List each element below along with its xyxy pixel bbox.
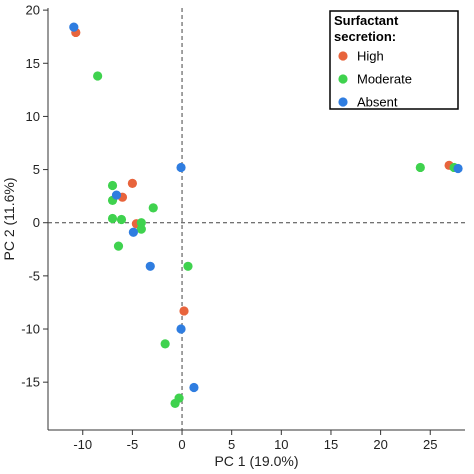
legend-title: Surfactant [334,13,399,28]
x-tick-label: 15 [324,437,338,452]
x-tick-label: 5 [228,437,235,452]
y-axis-label: PC 2 (11.6%) [1,178,17,261]
point-moderate [415,162,425,173]
point-high [179,306,189,316]
point-moderate [107,213,118,224]
x-tick-label: 20 [373,437,387,452]
point-moderate [116,214,127,225]
legend-label-moderate: Moderate [357,72,412,87]
y-tick-label: 5 [33,162,40,177]
point-moderate [170,398,180,409]
x-tick-label: 25 [423,437,437,452]
y-tick-label: -15 [21,375,40,390]
legend-label-high: High [357,49,384,64]
y-tick-label: 10 [26,109,40,124]
point-absent [453,163,463,174]
point-moderate [136,224,146,234]
data-points [69,22,463,409]
legend-marker-absent [338,97,348,107]
x-axis-label: PC 1 (19.0%) [214,453,298,469]
y-tick-label: 20 [26,3,40,18]
point-moderate [160,339,170,349]
point-absent [111,190,122,200]
legend-title: secretion: [334,29,396,44]
legend-label-absent: Absent [357,95,398,110]
y-tick-label: 15 [26,56,40,71]
legend-box [329,10,459,110]
point-moderate [183,261,193,271]
legend-marker-high [338,51,348,61]
x-tick-label: 0 [178,437,185,452]
point-absent [189,382,199,393]
point-absent [176,162,186,173]
y-tick-label: -5 [28,268,40,283]
reference-lines [48,8,465,430]
x-tick-label: -10 [73,437,92,452]
point-moderate [107,180,118,191]
axes: -10 -5 0 5 10 15 20 25 -15 -10 -5 0 5 10 15 20 [21,3,465,452]
point-absent [128,227,138,237]
x-tick-label: 10 [274,437,288,452]
y-tick-label: 0 [33,215,40,230]
legend-marker-moderate [338,74,348,84]
point-absent [69,22,79,32]
point-moderate [136,218,146,228]
point-absent [145,261,155,271]
point-high [127,178,137,188]
x-tick-label: -5 [127,437,139,452]
point-moderate [93,71,103,81]
y-tick-label: -10 [21,322,40,337]
point-moderate [113,241,124,251]
point-absent [176,324,186,334]
point-moderate [148,203,158,213]
